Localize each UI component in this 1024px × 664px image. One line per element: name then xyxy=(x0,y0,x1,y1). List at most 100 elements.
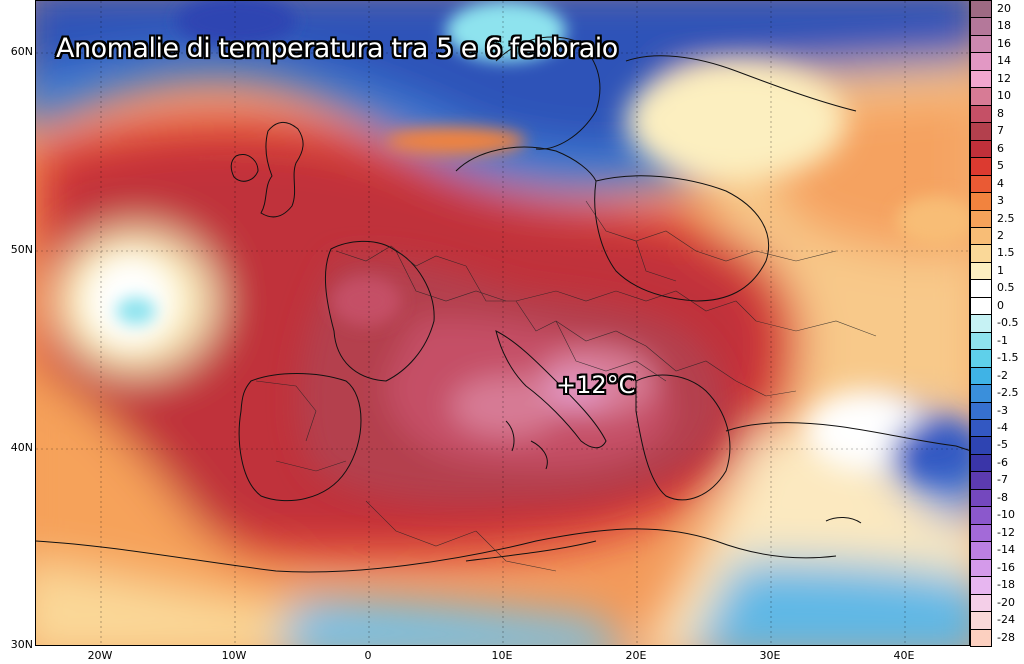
legend-row: -28 xyxy=(970,628,1024,647)
legend-row: 20 xyxy=(970,0,1024,19)
legend-value: -8 xyxy=(997,490,1008,504)
legend-row: -4 xyxy=(970,419,1024,438)
legend-row: 0.5 xyxy=(970,279,1024,298)
legend-row: 6 xyxy=(970,139,1024,159)
legend-row: -18 xyxy=(970,576,1024,595)
lon-label-20e: 20E xyxy=(625,649,647,662)
legend-swatch xyxy=(970,139,992,159)
legend-row: -16 xyxy=(970,558,1024,578)
lon-label-30e: 30E xyxy=(759,649,781,662)
legend-swatch xyxy=(970,541,992,560)
legend-row: -2 xyxy=(970,366,1024,386)
legend-row: -2.5 xyxy=(970,384,1024,403)
legend-swatch xyxy=(970,226,992,246)
legend-swatch xyxy=(970,384,992,403)
lat-label-30n: 30N xyxy=(10,638,33,651)
legend-value: -24 xyxy=(997,613,1015,627)
legend-swatch xyxy=(970,244,992,263)
legend-swatch xyxy=(970,296,992,316)
legend-value: 20 xyxy=(997,2,1011,15)
legend-swatch xyxy=(970,261,992,281)
legend-swatch xyxy=(970,0,992,19)
temperature-anomaly-map: Anomalie di temperatura tra 5 e 6 febbra… xyxy=(35,0,970,646)
legend-value: -2.5 xyxy=(997,386,1019,400)
legend-swatch xyxy=(970,366,992,386)
legend-row: 7 xyxy=(970,122,1024,141)
legend-row: 0 xyxy=(970,296,1024,316)
legend-row: -7 xyxy=(970,471,1024,490)
legend-swatch xyxy=(970,104,992,124)
legend-value: 3 xyxy=(997,194,1004,208)
legend-value: 6 xyxy=(997,141,1004,155)
legend-value: -20 xyxy=(997,595,1015,609)
legend-swatch xyxy=(970,471,992,490)
legend-row: 2 xyxy=(970,226,1024,246)
legend-value: 10 xyxy=(997,89,1011,103)
legend-value: 12 xyxy=(997,71,1011,85)
legend-value: -2 xyxy=(997,368,1008,382)
legend-row: -10 xyxy=(970,506,1024,525)
legend-value: -1.5 xyxy=(997,351,1019,365)
legend-value: -6 xyxy=(997,455,1008,469)
legend-value: 0 xyxy=(997,298,1004,312)
legend-swatch xyxy=(970,87,992,106)
legend-row: -1 xyxy=(970,331,1024,351)
legend-row: 2.5 xyxy=(970,209,1024,228)
legend-row: -6 xyxy=(970,453,1024,473)
lon-label-20w: 20W xyxy=(87,649,113,662)
legend-swatch xyxy=(970,192,992,211)
legend-row: -1.5 xyxy=(970,349,1024,368)
legend-row: -5 xyxy=(970,436,1024,455)
legend-swatch xyxy=(970,209,992,228)
map-title: Anomalie di temperatura tra 5 e 6 febbra… xyxy=(56,33,618,64)
legend-swatch xyxy=(970,157,992,176)
legend-value: 8 xyxy=(997,106,1004,120)
legend-row: 16 xyxy=(970,34,1024,54)
lon-label-10e: 10E xyxy=(491,649,513,662)
country-borders xyxy=(255,200,877,572)
legend-swatch xyxy=(970,34,992,54)
legend-swatch xyxy=(970,593,992,613)
legend-swatch xyxy=(970,52,992,71)
legend-value: 4 xyxy=(997,176,1004,190)
color-scale-legend: 20 18 16 14 12 10 8 7 6 5 4 3 2.5 2 1.5 1 0.5 0 -0.5 -1 -1.5… xyxy=(970,0,1024,647)
anomaly-details xyxy=(116,1,969,326)
legend-value: -1 xyxy=(997,333,1008,347)
legend-swatch xyxy=(970,419,992,438)
legend-swatch xyxy=(970,488,992,508)
legend-row: -14 xyxy=(970,541,1024,560)
lon-label-40e: 40E xyxy=(893,649,915,662)
lat-label-50n: 50N xyxy=(10,243,33,256)
graticule xyxy=(36,1,969,645)
legend-value: 7 xyxy=(997,124,1004,138)
legend-row: 8 xyxy=(970,104,1024,124)
legend-value: -18 xyxy=(997,578,1015,592)
legend-value: 0.5 xyxy=(997,281,1015,295)
legend-value: -5 xyxy=(997,438,1008,452)
legend-value: 2 xyxy=(997,228,1004,242)
legend-value: 16 xyxy=(997,36,1011,50)
legend-value: -10 xyxy=(997,508,1015,522)
legend-row: -3 xyxy=(970,401,1024,421)
legend-swatch xyxy=(970,17,992,36)
legend-swatch xyxy=(970,401,992,421)
lat-label-40n: 40N xyxy=(10,441,33,454)
legend-value: -12 xyxy=(997,525,1015,539)
legend-row: -20 xyxy=(970,593,1024,613)
legend-swatch xyxy=(970,314,992,333)
lon-label-0: 0 xyxy=(364,649,372,662)
legend-value: -14 xyxy=(997,543,1015,557)
legend-row: -8 xyxy=(970,488,1024,508)
legend-row: 1.5 xyxy=(970,244,1024,263)
legend-row: 1 xyxy=(970,261,1024,281)
legend-swatch xyxy=(970,349,992,368)
legend-swatch xyxy=(970,611,992,630)
legend-swatch xyxy=(970,436,992,455)
lat-label-60n: 60N xyxy=(10,45,33,58)
legend-value: -4 xyxy=(997,421,1008,435)
legend-swatch xyxy=(970,576,992,595)
legend-swatch xyxy=(970,628,992,647)
legend-value: 5 xyxy=(997,159,1004,173)
legend-value: -7 xyxy=(997,473,1008,487)
legend-row: 5 xyxy=(970,157,1024,176)
